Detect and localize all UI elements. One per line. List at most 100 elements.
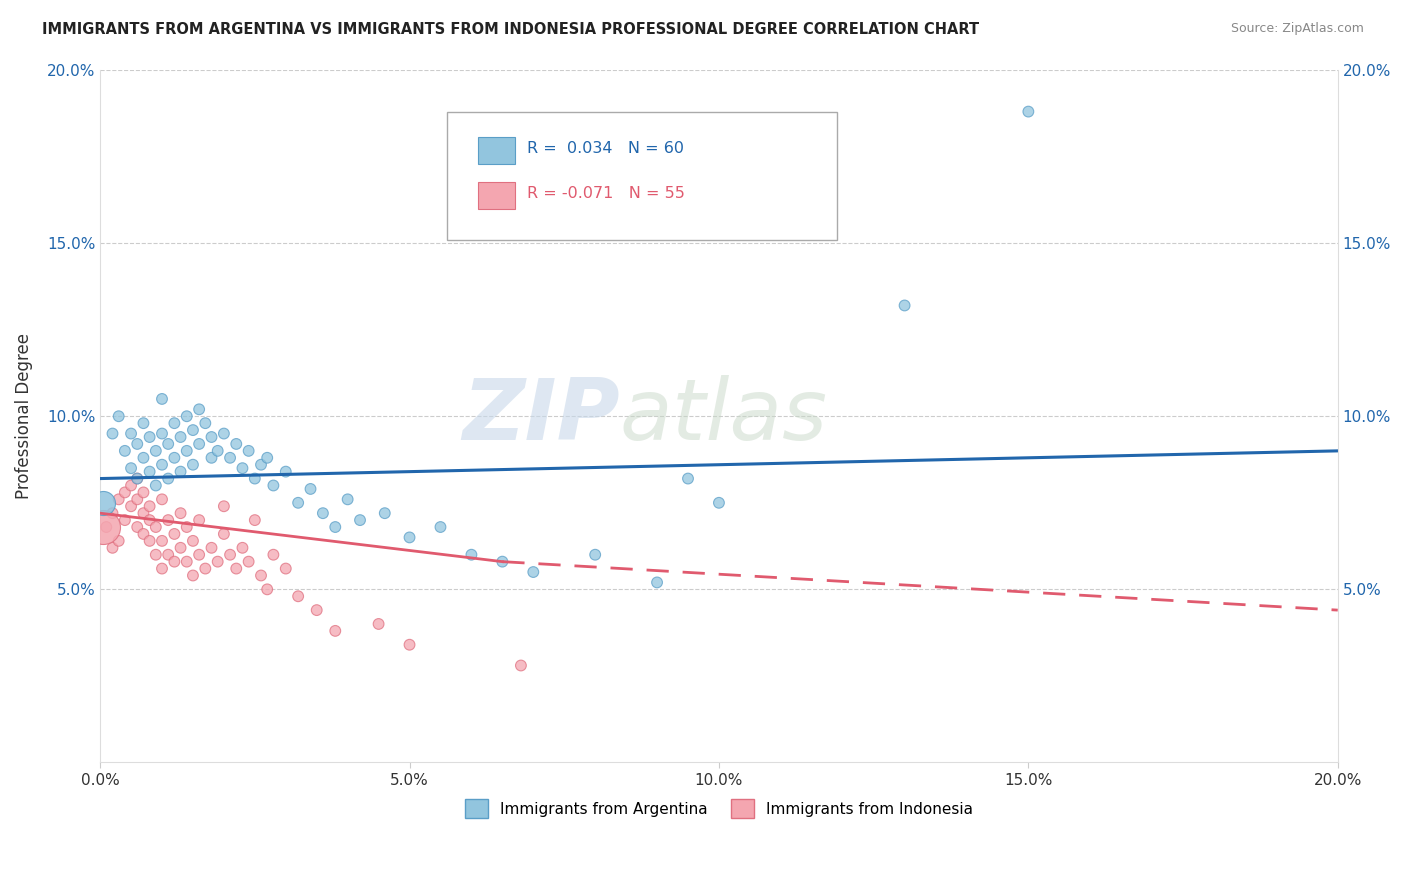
Point [169,430,191,444]
Point [509,658,531,673]
Text: atlas: atlas [620,375,828,458]
Point [429,520,451,534]
Text: ZIP: ZIP [463,375,620,458]
Point [157,513,180,527]
Point [188,437,211,451]
Point [101,426,124,441]
Point [157,437,180,451]
Point [127,472,149,486]
Point [163,450,186,465]
Point [305,603,328,617]
Point [145,478,167,492]
Point [219,548,242,562]
Point [181,533,204,548]
Point [181,423,204,437]
Point [212,500,235,514]
Point [101,541,124,555]
Point [250,458,273,472]
Point [150,533,173,548]
Point [114,485,136,500]
Point [132,450,155,465]
Point [367,617,389,632]
Point [460,548,482,562]
Point [231,541,253,555]
Point [157,548,180,562]
Point [127,437,149,451]
Point [645,575,668,590]
Point [132,527,155,541]
Point [132,506,155,520]
Point [707,496,730,510]
Point [169,541,191,555]
Bar [478,137,515,163]
Point [157,472,180,486]
Point [323,520,346,534]
Point [250,568,273,582]
Point [181,568,204,582]
Point [188,548,211,562]
Point [176,520,198,534]
Point [522,565,544,579]
Point [176,555,198,569]
Point [274,561,297,575]
Point [120,426,142,441]
Point [207,443,229,458]
Point [132,416,155,430]
Point [163,527,186,541]
Point [91,520,114,534]
Point [107,492,129,507]
Point [107,533,129,548]
FancyBboxPatch shape [447,112,837,240]
Point [188,513,211,527]
Point [200,430,222,444]
Point [287,589,309,603]
Point [274,465,297,479]
Point [243,472,266,486]
Point [181,458,204,472]
Point [120,500,142,514]
Point [312,506,335,520]
Legend: Immigrants from Argentina, Immigrants from Indonesia: Immigrants from Argentina, Immigrants fr… [458,793,979,824]
Point [262,548,284,562]
Point [176,409,198,424]
Point [491,555,513,569]
Point [225,437,247,451]
Point [200,541,222,555]
Point [212,527,235,541]
Point [138,430,160,444]
Point [299,482,322,496]
Point [243,513,266,527]
Point [101,506,124,520]
Text: IMMIGRANTS FROM ARGENTINA VS IMMIGRANTS FROM INDONESIA PROFESSIONAL DEGREE CORRE: IMMIGRANTS FROM ARGENTINA VS IMMIGRANTS … [42,22,980,37]
Point [336,492,359,507]
Point [349,513,371,527]
Point [150,458,173,472]
Y-axis label: Professional Degree: Professional Degree [15,334,32,500]
Point [323,624,346,638]
Point [256,450,278,465]
Point [212,426,235,441]
Point [219,450,242,465]
Point [150,426,173,441]
Point [114,443,136,458]
Point [163,416,186,430]
Bar [478,182,515,209]
Point [127,492,149,507]
Point [96,520,118,534]
Text: R = -0.071   N = 55: R = -0.071 N = 55 [527,186,685,201]
Point [194,561,217,575]
Point [893,298,915,312]
Point [238,443,260,458]
Point [127,472,149,486]
Point [145,443,167,458]
Point [127,520,149,534]
Point [150,561,173,575]
Point [1017,104,1039,119]
Point [231,461,253,475]
Point [145,548,167,562]
Point [398,530,420,544]
Point [176,443,198,458]
Point [262,478,284,492]
Point [138,533,160,548]
Point [138,500,160,514]
